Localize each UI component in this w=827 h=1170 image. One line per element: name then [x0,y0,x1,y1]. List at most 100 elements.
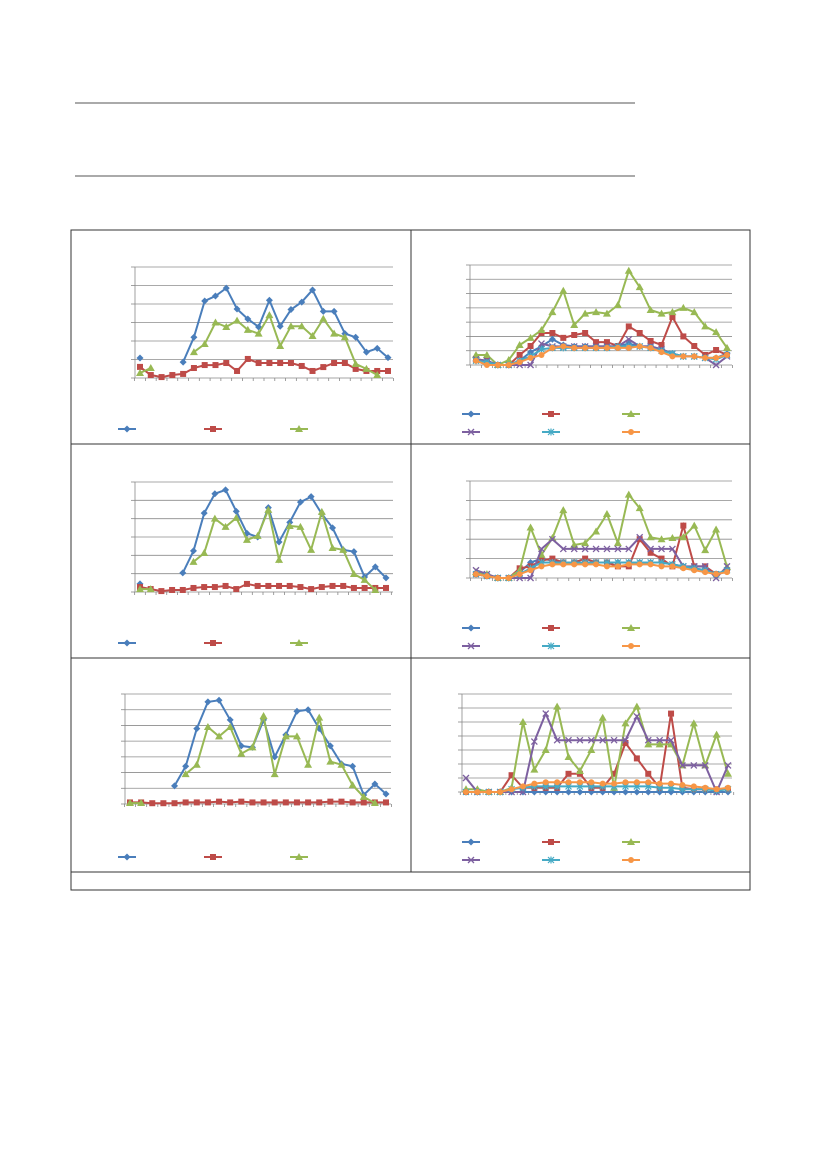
marker-square [211,584,218,591]
marker-circle [593,561,600,568]
marker-triangle [233,316,242,324]
marker-square [352,365,359,372]
marker-triangle [326,757,335,765]
marker-diamond [190,333,198,341]
marker-square [171,800,178,807]
marker-circle [628,429,634,435]
marker-x [538,340,545,348]
marker-square [201,362,208,369]
marker-circle [531,780,538,787]
marker-circle [713,354,720,361]
marker-triangle [181,770,190,778]
figure-frame [70,229,751,891]
marker-triangle [351,359,360,367]
marker-triangle [285,522,294,529]
marker-circle [702,354,709,361]
marker-square [622,740,629,746]
marker-triangle [270,770,279,778]
marker-square [158,588,165,595]
marker-square [254,582,261,589]
marker-x [690,761,698,769]
series-line [466,704,729,793]
marker-square [216,798,223,805]
marker-circle [527,354,534,361]
marker-square [193,799,200,806]
marker-triangle [317,507,326,515]
marker-square [212,362,219,369]
marker-triangle [295,853,303,860]
marker-triangle [644,740,653,748]
marker-square [360,799,367,806]
marker-square [309,367,316,374]
marker-triangle [559,286,568,294]
marker-square [298,362,305,369]
marker-square [297,584,304,591]
marker-triangle [265,311,274,319]
marker-diamond [222,486,230,494]
marker-diamond [329,524,337,532]
series-line [130,800,386,805]
marker-x [610,736,618,744]
marker-triangle [581,539,590,547]
marker-circle [463,789,469,795]
marker-square [147,372,154,379]
chart [118,481,393,647]
marker-x [614,545,622,553]
marker-square [160,800,167,807]
marker-x [625,545,633,553]
series-line [139,357,388,379]
marker-diamond [275,538,283,546]
marker-x [467,856,475,864]
marker-square [603,339,610,346]
marker-triangle [315,713,324,721]
marker-circle [473,571,479,578]
marker-triangle [226,723,235,730]
marker-circle [691,567,698,574]
marker-triangle [276,341,285,349]
marker-circle [713,786,720,793]
marker-triangle [701,546,710,554]
marker-triangle [657,535,666,543]
marker-triangle [259,712,268,719]
marker-square [636,536,643,543]
marker-square [276,582,283,589]
marker-square [385,367,391,374]
marker-square [169,586,176,593]
marker-triangle [548,308,557,316]
marker-circle [647,561,654,568]
marker-square [647,549,654,556]
marker-diamond [373,344,381,352]
marker-triangle [712,730,721,738]
marker-square [234,367,241,374]
marker-diamond [179,358,187,366]
marker-circle [669,563,676,570]
marker-triangle [627,838,635,845]
marker-diamond [265,296,273,304]
marker-triangle [136,369,144,377]
marker-diamond [287,306,295,314]
marker-triangle [518,718,527,725]
marker-star [538,345,545,353]
marker-triangle [526,523,535,531]
marker-circle [505,575,512,581]
marker-circle [656,780,663,787]
marker-square [691,343,698,349]
marker-circle [658,349,665,356]
marker-diamond [644,788,652,796]
marker-triangle [210,514,219,522]
legend-entry [290,639,308,646]
series-line [173,699,387,797]
marker-diamond [293,707,301,715]
marker-square [190,584,197,591]
marker-triangle [635,283,644,291]
marker-x [599,736,607,744]
marker-circle [571,344,578,351]
marker-triangle [222,322,231,330]
marker-square [320,364,327,371]
marker-x [678,761,686,769]
marker-circle [636,561,643,568]
marker-x [538,545,545,553]
marker-circle [549,344,556,351]
marker-triangle [482,351,491,358]
